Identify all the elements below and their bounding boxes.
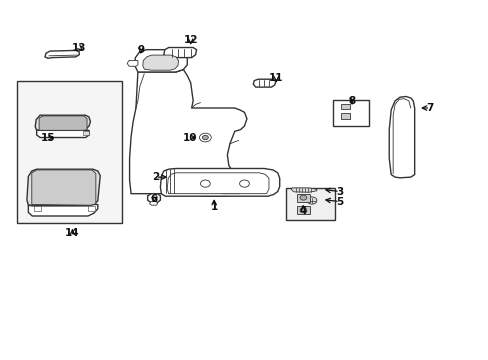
Polygon shape bbox=[253, 79, 275, 87]
Text: 2: 2 bbox=[152, 172, 159, 182]
Polygon shape bbox=[291, 188, 316, 192]
Bar bbox=[297, 194, 309, 202]
Polygon shape bbox=[220, 183, 242, 194]
Text: 7: 7 bbox=[426, 103, 433, 113]
Polygon shape bbox=[129, 69, 246, 196]
Bar bbox=[332, 100, 368, 126]
Circle shape bbox=[202, 135, 208, 140]
Text: 6: 6 bbox=[150, 194, 157, 204]
Text: 3: 3 bbox=[336, 186, 343, 197]
Bar bbox=[34, 206, 41, 211]
Polygon shape bbox=[147, 194, 160, 202]
Text: 5: 5 bbox=[336, 197, 343, 207]
Text: 11: 11 bbox=[268, 73, 283, 84]
Polygon shape bbox=[167, 173, 268, 194]
Bar bbox=[341, 104, 349, 109]
Polygon shape bbox=[160, 168, 279, 196]
Text: 12: 12 bbox=[183, 35, 198, 45]
Polygon shape bbox=[134, 50, 187, 72]
Text: 9: 9 bbox=[137, 45, 144, 55]
Polygon shape bbox=[37, 130, 89, 138]
Polygon shape bbox=[45, 50, 79, 58]
Polygon shape bbox=[27, 169, 100, 206]
Text: 15: 15 bbox=[41, 132, 55, 143]
Circle shape bbox=[200, 180, 210, 187]
Circle shape bbox=[299, 195, 306, 200]
Text: 4: 4 bbox=[299, 206, 306, 216]
Text: 8: 8 bbox=[348, 96, 355, 106]
Circle shape bbox=[306, 197, 316, 204]
Polygon shape bbox=[32, 170, 96, 205]
Bar bbox=[341, 113, 349, 119]
Polygon shape bbox=[142, 55, 178, 70]
Polygon shape bbox=[163, 48, 196, 58]
Circle shape bbox=[239, 180, 249, 187]
Polygon shape bbox=[388, 96, 414, 178]
Bar bbox=[83, 131, 89, 135]
Polygon shape bbox=[149, 202, 157, 205]
Text: 14: 14 bbox=[65, 228, 80, 238]
Polygon shape bbox=[39, 116, 87, 130]
Bar bbox=[17, 81, 122, 223]
Text: 10: 10 bbox=[182, 132, 197, 143]
Circle shape bbox=[299, 208, 306, 213]
Text: 13: 13 bbox=[72, 42, 86, 53]
Polygon shape bbox=[28, 204, 98, 216]
Bar bbox=[88, 206, 95, 211]
Circle shape bbox=[199, 133, 211, 142]
Bar bbox=[285, 188, 334, 220]
Bar bbox=[297, 206, 309, 214]
Polygon shape bbox=[35, 115, 90, 130]
Polygon shape bbox=[127, 60, 138, 66]
Text: 1: 1 bbox=[210, 202, 217, 212]
